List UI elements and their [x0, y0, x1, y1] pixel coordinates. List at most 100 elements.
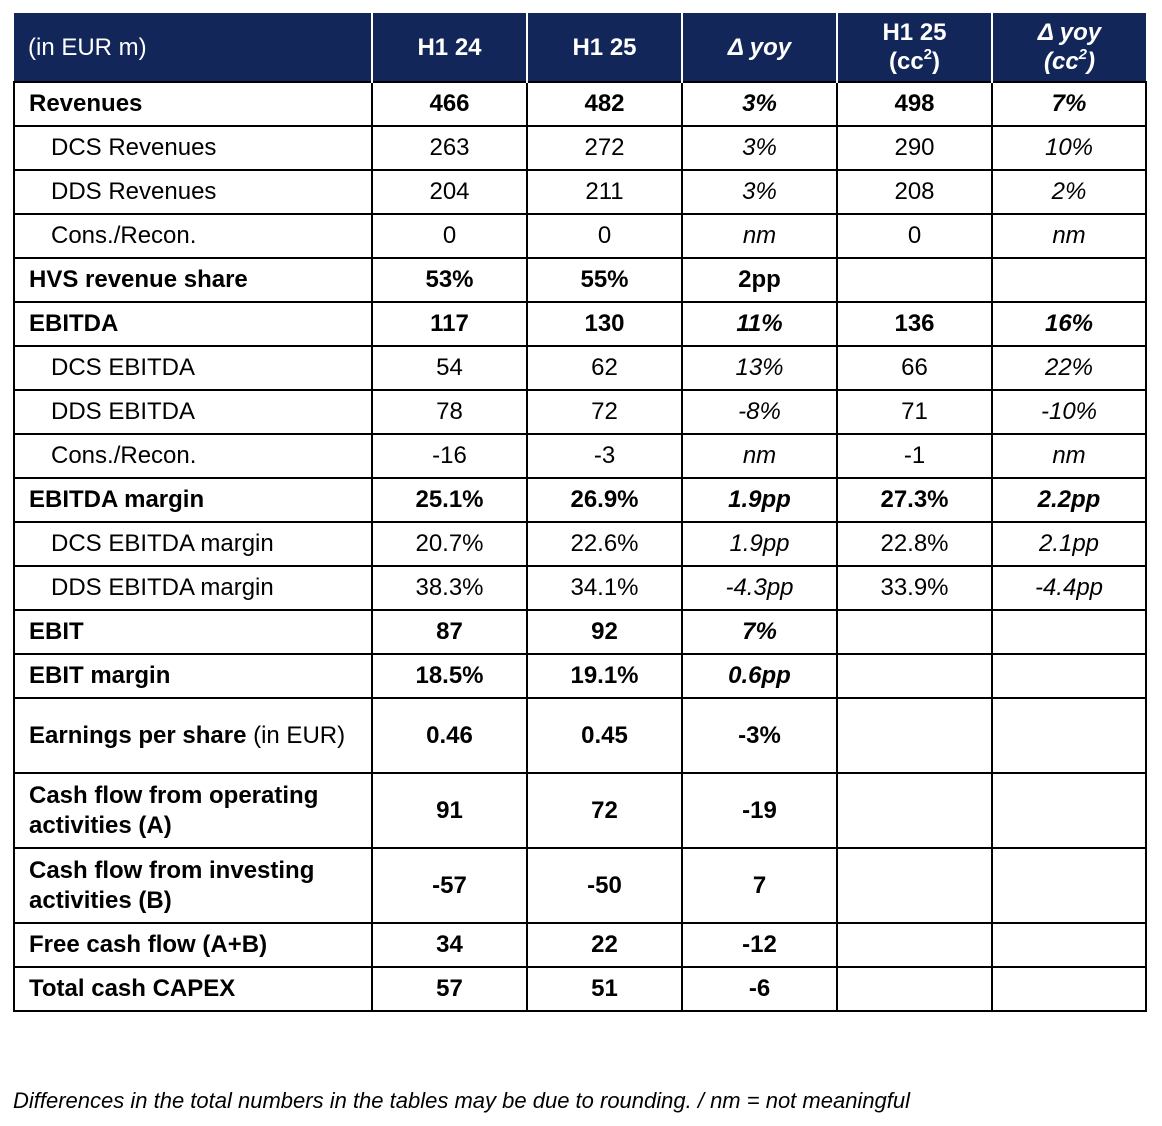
cell-h1-24: 0.46	[371, 697, 528, 774]
table-row-revenues-cons-recon: Cons./Recon. 0 0 nm 0 nm	[13, 213, 1147, 259]
cell-h1-25: 72	[526, 389, 683, 435]
cell-h1-25: 26.9%	[526, 477, 683, 523]
cell-h1-24: 34	[371, 922, 528, 968]
cell-h1-24: 263	[371, 125, 528, 171]
cell-h1-25-cc: 71	[836, 389, 993, 435]
row-label: DCS EBITDA	[13, 345, 373, 391]
row-label: Cons./Recon.	[13, 213, 373, 259]
cell-h1-24: 57	[371, 966, 528, 1012]
row-label-unit: (in EUR)	[246, 721, 346, 749]
cell-h1-25: -3	[526, 433, 683, 479]
cell-delta-yoy: -12	[681, 922, 838, 968]
row-label: Revenues	[13, 81, 373, 127]
cell-h1-24: 466	[371, 81, 528, 127]
cell-delta-yoy-cc	[991, 697, 1147, 774]
row-label: DDS EBITDA margin	[13, 565, 373, 611]
row-label: EBIT margin	[13, 653, 373, 699]
cell-delta-yoy: 11%	[681, 301, 838, 347]
row-label: EBITDA	[13, 301, 373, 347]
cell-h1-24: 91	[371, 772, 528, 849]
row-label-text: Earnings per share	[29, 721, 247, 749]
cell-delta-yoy-cc	[991, 653, 1147, 699]
footnote: Differences in the total numbers in the …	[13, 1088, 911, 1113]
cell-h1-24: 204	[371, 169, 528, 215]
cell-h1-24: 25.1%	[371, 477, 528, 523]
cell-h1-25-cc	[836, 609, 993, 655]
cell-delta-yoy-cc: -4.4pp	[991, 565, 1147, 611]
row-label: DDS Revenues	[13, 169, 373, 215]
header-h1-25-cc: H1 25 (cc2)	[836, 13, 993, 82]
header-delta-yoy-cc: Δ yoy (cc2)	[991, 13, 1146, 82]
cell-h1-25-cc: 66	[836, 345, 993, 391]
cell-h1-25: 272	[526, 125, 683, 171]
cell-h1-25-cc: 27.3%	[836, 477, 993, 523]
cell-delta-yoy: 7	[681, 847, 838, 924]
cell-h1-25-cc: 136	[836, 301, 993, 347]
cell-h1-25: -50	[526, 847, 683, 924]
header-delta-yoy: Δ yoy	[681, 13, 838, 82]
table-row-free-cash-flow: Free cash flow (A+B) 34 22 -12	[13, 922, 1147, 968]
cell-h1-25: 19.1%	[526, 653, 683, 699]
table-row-investing-cash-flow: Cash flow from investing activities (B) …	[13, 847, 1147, 924]
cell-h1-24: 117	[371, 301, 528, 347]
cell-h1-24: 20.7%	[371, 521, 528, 567]
header-h1-24: H1 24	[371, 13, 528, 82]
header-h1-25-cc-close: )	[932, 48, 941, 75]
cell-h1-25-cc	[836, 697, 993, 774]
cell-h1-25: 211	[526, 169, 683, 215]
header-delta-yoy-cc-line1: Δ yoy	[1037, 19, 1102, 46]
table-row-dcs-revenues: DCS Revenues 263 272 3% 290 10%	[13, 125, 1147, 171]
row-label: Cash flow from operating activities (A)	[13, 772, 373, 849]
cell-h1-24: 18.5%	[371, 653, 528, 699]
cell-h1-24: 87	[371, 609, 528, 655]
table-row-ebitda-margin: EBITDA margin 25.1% 26.9% 1.9pp 27.3% 2.…	[13, 477, 1147, 523]
table-row-dds-ebitda-margin: DDS EBITDA margin 38.3% 34.1% -4.3pp 33.…	[13, 565, 1147, 611]
row-label: EBITDA margin	[13, 477, 373, 523]
cell-delta-yoy-cc	[991, 257, 1147, 303]
cell-h1-25-cc	[836, 653, 993, 699]
cell-delta-yoy-cc	[991, 609, 1147, 655]
cell-h1-25-cc: 33.9%	[836, 565, 993, 611]
table-row-ebit: EBIT 87 92 7%	[13, 609, 1147, 655]
row-label: EBIT	[13, 609, 373, 655]
table-body: Revenues 466 482 3% 498 7% DCS Revenues …	[13, 81, 1147, 1012]
cell-h1-25: 62	[526, 345, 683, 391]
cell-h1-24: 53%	[371, 257, 528, 303]
header-delta-yoy-cc-open: (cc	[1043, 48, 1079, 75]
table-header: (in EUR m) H1 24 H1 25 Δ yoy H1 25 (cc2)…	[14, 13, 1146, 82]
cell-delta-yoy-cc: -10%	[991, 389, 1147, 435]
cell-delta-yoy: -3%	[681, 697, 838, 774]
header-unit-label: (in EUR m)	[14, 13, 373, 82]
header-h1-25-cc-line1: H1 25	[882, 19, 947, 46]
row-label: DCS EBITDA margin	[13, 521, 373, 567]
cell-h1-25-cc: 290	[836, 125, 993, 171]
cell-delta-yoy-cc: 2%	[991, 169, 1147, 215]
cell-delta-yoy-cc: nm	[991, 433, 1147, 479]
cell-delta-yoy: nm	[681, 213, 838, 259]
cell-delta-yoy: 2pp	[681, 257, 838, 303]
cell-h1-24: -16	[371, 433, 528, 479]
cell-h1-25-cc	[836, 257, 993, 303]
cell-delta-yoy-cc	[991, 847, 1147, 924]
cell-delta-yoy-cc: 22%	[991, 345, 1147, 391]
cell-h1-25: 482	[526, 81, 683, 127]
cell-delta-yoy-cc: 16%	[991, 301, 1147, 347]
header-row: (in EUR m) H1 24 H1 25 Δ yoy H1 25 (cc2)…	[14, 13, 1146, 82]
table-row-ebit-margin: EBIT margin 18.5% 19.1% 0.6pp	[13, 653, 1147, 699]
table-row-ebitda-cons-recon: Cons./Recon. -16 -3 nm -1 nm	[13, 433, 1147, 479]
cell-h1-24: 0	[371, 213, 528, 259]
row-label: Total cash CAPEX	[13, 966, 373, 1012]
cell-h1-25-cc: 22.8%	[836, 521, 993, 567]
cell-h1-24: 54	[371, 345, 528, 391]
row-label: DDS EBITDA	[13, 389, 373, 435]
cell-delta-yoy: -6	[681, 966, 838, 1012]
table-row-dds-revenues: DDS Revenues 204 211 3% 208 2%	[13, 169, 1147, 215]
row-label: HVS revenue share	[13, 257, 373, 303]
table-row-ebitda: EBITDA 117 130 11% 136 16%	[13, 301, 1147, 347]
cell-delta-yoy: -4.3pp	[681, 565, 838, 611]
cell-h1-25: 34.1%	[526, 565, 683, 611]
cell-h1-24: -57	[371, 847, 528, 924]
row-label: Earnings per share (in EUR)	[13, 697, 373, 774]
row-label: DCS Revenues	[13, 125, 373, 171]
cell-delta-yoy-cc	[991, 922, 1147, 968]
